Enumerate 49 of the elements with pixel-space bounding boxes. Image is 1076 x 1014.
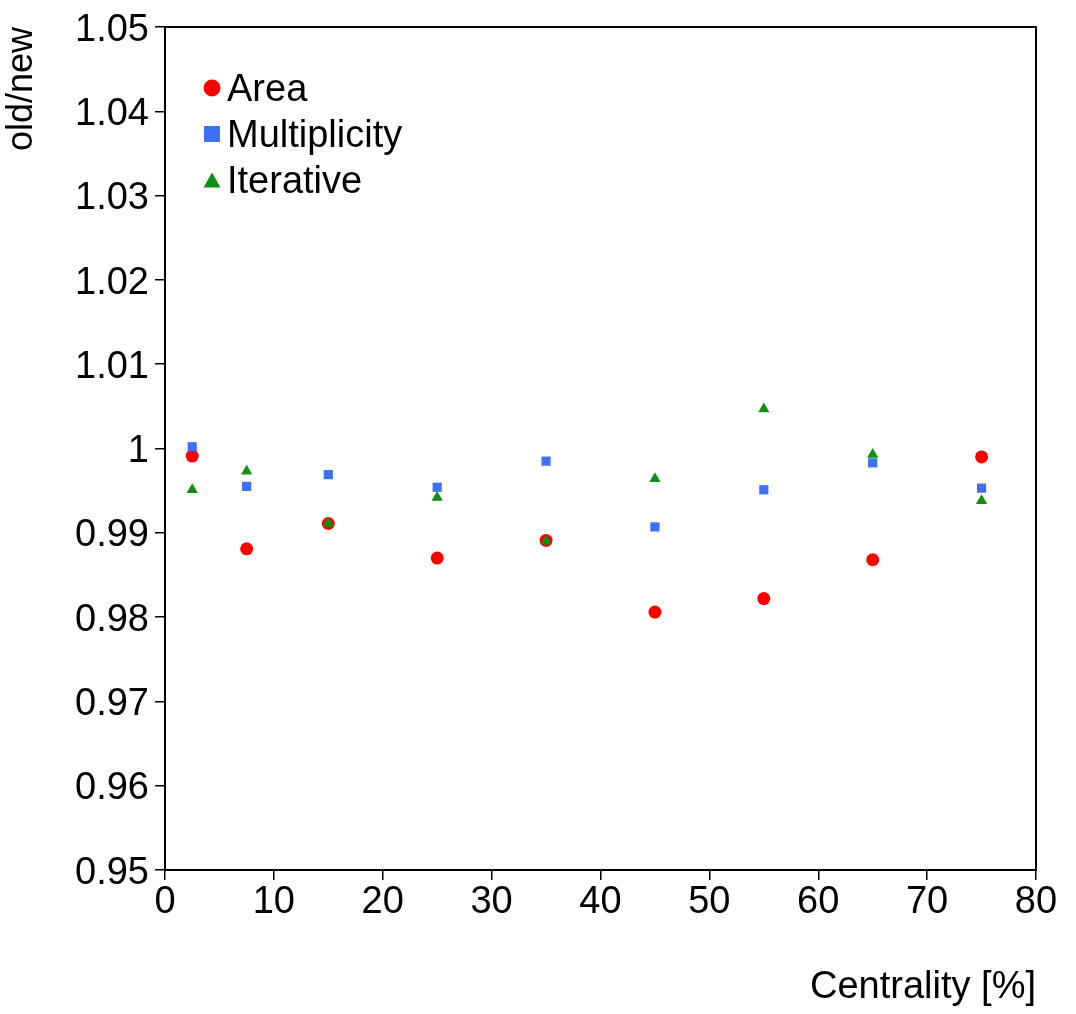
point: [976, 483, 987, 493]
point: [241, 464, 253, 475]
y-axis-title: old/new: [0, 26, 40, 152]
point: [975, 494, 988, 505]
point: [975, 450, 989, 464]
point: [867, 447, 879, 458]
point: [186, 483, 198, 494]
point: [430, 551, 444, 565]
x-axis-title: Centrality [%]: [810, 963, 1036, 1006]
legend-label: Iterative: [227, 158, 363, 203]
point: [649, 472, 661, 483]
x-tick-label: 50: [688, 879, 731, 922]
y-tick-label: 1.04: [75, 90, 149, 133]
y-tick-label: 1.01: [75, 343, 149, 386]
point: [322, 517, 334, 527]
y-tick-label: 1.05: [75, 6, 149, 49]
y-tick-label: 1.02: [75, 259, 149, 302]
point: [431, 490, 443, 501]
x-tick-label: 40: [579, 879, 622, 922]
point: [650, 522, 660, 532]
point: [541, 456, 551, 466]
point: [323, 470, 333, 480]
x-tick-label: 0: [154, 879, 176, 922]
point: [432, 482, 442, 492]
x-tick-label: 30: [470, 879, 513, 922]
point: [757, 592, 771, 606]
point: [868, 458, 878, 468]
x-tick-label: 70: [905, 879, 949, 922]
y-tick-label: 0.96: [75, 765, 149, 808]
point: [759, 485, 769, 495]
y-tick-label: 0.97: [75, 681, 149, 724]
y-tick-label: 0.98: [75, 596, 149, 639]
x-tick-label: 20: [361, 879, 404, 922]
x-tick-label: 10: [252, 879, 296, 922]
y-tick-label: 0.99: [75, 512, 149, 555]
x-tick-label: 80: [1014, 879, 1058, 922]
legend-label: Area: [227, 66, 308, 111]
point: [187, 442, 197, 452]
x-tick-label: 60: [797, 879, 840, 922]
legend-label: Multiplicity: [227, 112, 403, 157]
point: [648, 605, 662, 619]
point: [242, 481, 252, 492]
point: [185, 449, 199, 463]
point: [866, 553, 880, 567]
point: [758, 402, 770, 413]
y-tick-label: 1: [127, 428, 149, 471]
y-tick-label: 1.03: [75, 175, 149, 218]
point: [240, 542, 254, 556]
y-tick-label: 0.95: [75, 849, 149, 892]
